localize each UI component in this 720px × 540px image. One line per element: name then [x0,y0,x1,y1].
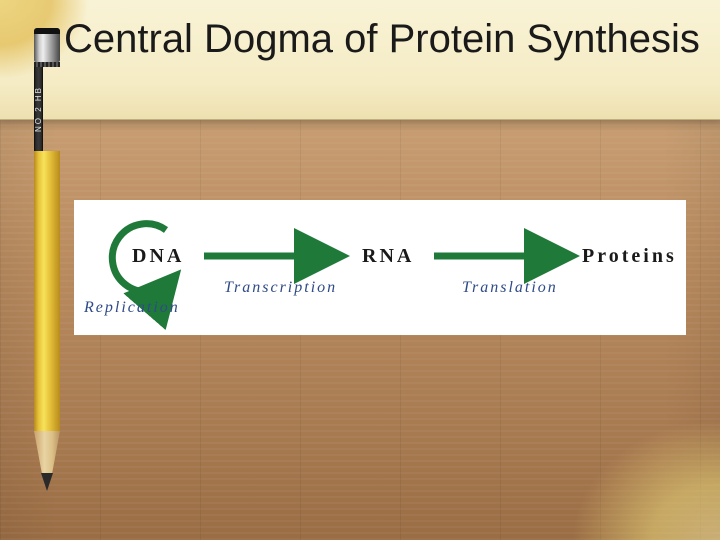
corner-accent-br [560,410,720,540]
pencil-label: NO 2 HB [34,67,43,151]
process-transcription: Transcription [224,279,337,296]
process-replication: Replication [83,299,180,316]
central-dogma-diagram: DNA RNA Proteins Replication Transcripti… [74,200,686,335]
diagram-panel: DNA RNA Proteins Replication Transcripti… [74,200,686,335]
node-rna: RNA [362,245,414,267]
process-translation: Translation [462,279,558,296]
node-proteins: Proteins [582,245,677,267]
pencil-ferrule [34,28,60,62]
page-title: Central Dogma of Protein Synthesis [64,16,700,62]
node-dna: DNA [132,245,184,267]
pencil-graphic: NO 2 HB [34,28,60,498]
pencil-wood [34,431,60,473]
pencil-tip [41,473,53,491]
pencil-shaft [34,151,60,431]
